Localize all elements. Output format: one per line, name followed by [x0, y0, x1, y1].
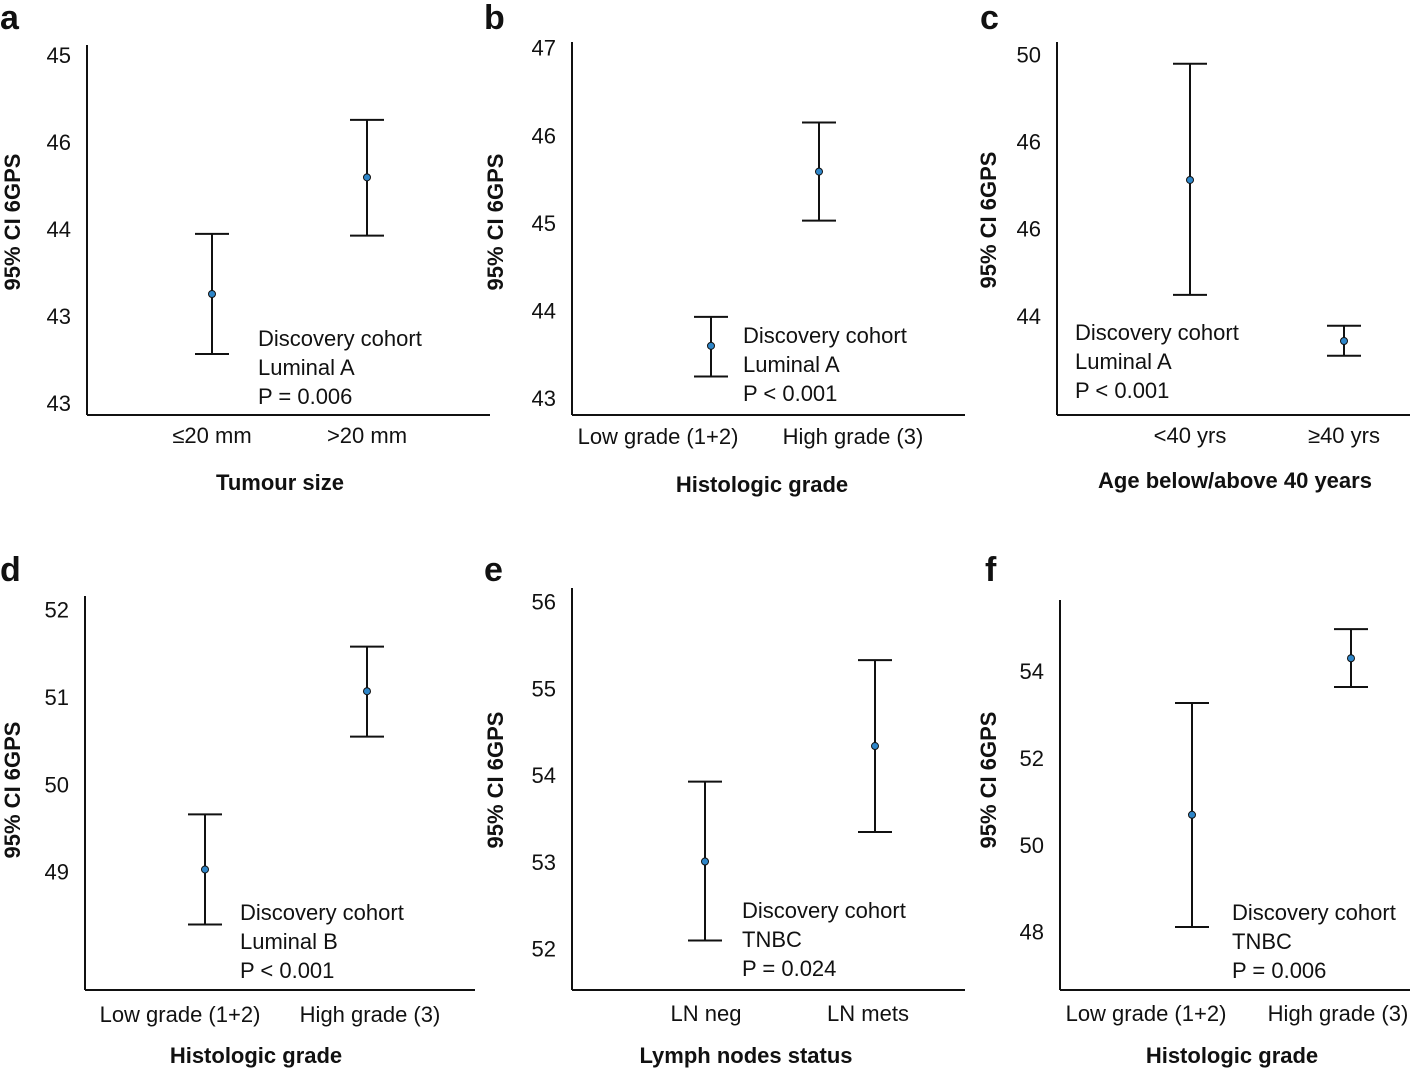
y-tick-label: 52 [1020, 746, 1044, 771]
annotation: Discovery cohort [742, 898, 906, 923]
y-tick-label: 44 [47, 217, 71, 242]
panel-letter: e [484, 551, 503, 589]
point [363, 173, 371, 182]
y-tick-label: 50 [1017, 43, 1041, 68]
y-tick-label: 51 [45, 685, 69, 710]
annotation: TNBC [742, 927, 802, 952]
x-axis-label: Histologic grade [676, 472, 848, 497]
x-tick-label: Low grade (1+2) [1066, 1001, 1227, 1026]
annotation: Discovery cohort [743, 323, 907, 348]
panel-letter: d [0, 551, 21, 589]
y-axis-label: 95% CI 6GPS [0, 722, 25, 859]
x-tick-label: Low grade (1+2) [100, 1002, 261, 1027]
y-axis-label: 95% CI 6GPS [0, 154, 25, 291]
y-tick-label: 53 [532, 850, 556, 875]
x-tick-label: ≤20 mm [172, 423, 251, 448]
y-tick-label: 50 [1020, 833, 1044, 858]
y-tick-label: 52 [45, 598, 69, 623]
y-axis-label: 95% CI 6GPS [483, 712, 508, 849]
x-tick-label: Low grade (1+2) [578, 424, 739, 449]
point [1188, 810, 1196, 819]
x-tick-label: LN neg [671, 1001, 742, 1026]
point [363, 687, 371, 696]
x-tick-label: <40 yrs [1154, 423, 1227, 448]
point [1340, 337, 1348, 346]
panel-letter: b [484, 0, 505, 37]
x-tick-label: >20 mm [327, 423, 407, 448]
x-axis-label: Age below/above 40 years [1098, 468, 1372, 493]
annotation: Luminal B [240, 929, 338, 954]
annotation: Luminal A [743, 352, 840, 377]
x-axis-label: Tumour size [216, 470, 344, 495]
point [815, 167, 823, 176]
annotation: P = 0.006 [1232, 958, 1326, 983]
y-tick-label: 45 [47, 43, 71, 68]
annotation: P = 0.024 [742, 956, 836, 981]
y-tick-label: 44 [532, 298, 556, 323]
point [1186, 175, 1194, 184]
y-tick-label: 52 [532, 937, 556, 962]
panel-letter: c [980, 0, 999, 37]
annotation: TNBC [1232, 929, 1292, 954]
x-axis-label: Histologic grade [170, 1043, 342, 1068]
y-tick-label: 55 [532, 676, 556, 701]
y-tick-label: 46 [532, 123, 556, 148]
x-tick-label: High grade (3) [783, 424, 924, 449]
annotation: Discovery cohort [240, 900, 404, 925]
point [1347, 654, 1355, 663]
point [208, 289, 216, 298]
y-tick-label: 54 [532, 763, 556, 788]
y-tick-label: 54 [1020, 659, 1044, 684]
y-axis-label: 95% CI 6GPS [976, 152, 1001, 289]
point [707, 341, 715, 350]
x-axis-label: Lymph nodes status [639, 1043, 852, 1068]
y-axis-label: 95% CI 6GPS [976, 712, 1001, 849]
y-tick-label: 50 [45, 772, 69, 797]
annotation: Discovery cohort [1075, 320, 1239, 345]
y-tick-label: 48 [1020, 920, 1044, 945]
annotation: Luminal A [1075, 349, 1172, 374]
y-tick-label: 43 [47, 391, 71, 416]
y-tick-label: 44 [1017, 304, 1041, 329]
point [701, 857, 709, 866]
x-axis-label: Histologic grade [1146, 1043, 1318, 1068]
y-tick-label: 43 [532, 386, 556, 411]
annotation: P = 0.006 [258, 384, 352, 409]
annotation: P < 0.001 [743, 381, 837, 406]
y-tick-label: 46 [1017, 130, 1041, 155]
x-tick-label: LN mets [827, 1001, 909, 1026]
y-tick-label: 49 [45, 860, 69, 885]
x-tick-label: High grade (3) [1268, 1001, 1409, 1026]
annotation: Discovery cohort [258, 326, 422, 351]
annotation: P < 0.001 [240, 958, 334, 983]
x-tick-label: ≥40 yrs [1308, 423, 1380, 448]
x-tick-label: High grade (3) [300, 1002, 441, 1027]
annotation: Luminal A [258, 355, 355, 380]
y-axis-label: 95% CI 6GPS [483, 154, 508, 291]
panel-letter: a [0, 0, 20, 37]
point [201, 865, 209, 874]
annotation: Discovery cohort [1232, 900, 1396, 925]
y-tick-label: 46 [47, 130, 71, 155]
y-tick-label: 46 [1017, 217, 1041, 242]
panel-letter: f [985, 551, 997, 589]
y-tick-label: 47 [532, 36, 556, 61]
annotation: P < 0.001 [1075, 378, 1169, 403]
y-tick-label: 45 [532, 211, 556, 236]
y-tick-label: 43 [47, 304, 71, 329]
y-tick-label: 56 [532, 589, 556, 614]
point [871, 742, 879, 751]
